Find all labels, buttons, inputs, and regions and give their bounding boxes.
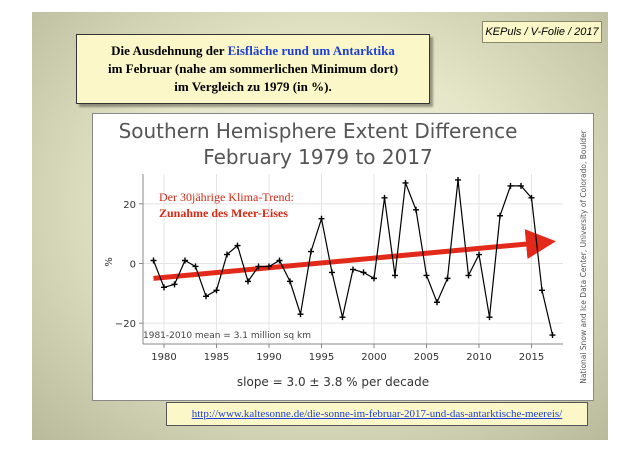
data-point (203, 293, 209, 300)
data-point (329, 269, 335, 276)
extent-chart: Southern Hemisphere Extent Difference Fe… (104, 119, 588, 389)
data-point (287, 278, 293, 285)
x-tick-label: 2010 (466, 352, 491, 363)
data-point (528, 194, 535, 201)
trend-arrow (153, 229, 556, 281)
data-point (245, 278, 251, 285)
data-point (486, 314, 493, 321)
chart-title: Southern Hemisphere Extent Difference (119, 119, 518, 143)
data-point (182, 257, 188, 264)
chart-subtitle: February 1979 to 2017 (203, 145, 433, 169)
trend-arrow-group (153, 229, 556, 281)
slide-background: KEPuls / V-Folie / 2017 Die Ausdehnung d… (32, 12, 608, 440)
data-point (392, 272, 398, 279)
data-point (224, 251, 230, 258)
data-point (497, 212, 503, 219)
data-point (276, 257, 283, 264)
data-point (234, 242, 241, 249)
data-point (297, 311, 304, 318)
data-point (381, 194, 388, 201)
series-group (150, 176, 556, 339)
x-tick-label: 2000 (361, 352, 386, 363)
slide-tag: KEPuls / V-Folie / 2017 (482, 21, 602, 43)
data-point (413, 206, 419, 213)
data-point (444, 275, 451, 282)
chart-panel: Southern Hemisphere Extent Difference Fe… (92, 113, 594, 401)
axes: 20 0 −20 1980 1985 1990 1995 2000 2005 2010 2015 (115, 174, 563, 363)
headline-line-1: Die Ausdehnung der Eisfläche rund um Ant… (77, 42, 429, 60)
trend-annotation-line-2: Zunahme des Meer-Eises (159, 206, 288, 220)
headline-line-3: im Vergleich zu 1979 (in %). (174, 79, 332, 94)
data-point (402, 179, 409, 186)
y-tick-label: −20 (115, 319, 136, 330)
x-tick-label: 2005 (414, 352, 439, 363)
headline-box: Die Ausdehnung der Eisfläche rund um Ant… (76, 34, 430, 104)
headline-line-1-text: Die Ausdehnung der (111, 43, 228, 58)
data-point (308, 248, 314, 255)
x-tick-label: 1985 (204, 352, 229, 363)
data-point (455, 176, 461, 183)
x-tick-label: 1990 (256, 352, 281, 363)
data-point (476, 251, 482, 258)
x-tick-label: 2015 (519, 352, 544, 363)
x-tick-label: 1995 (309, 352, 334, 363)
data-point (150, 257, 157, 264)
headline-highlight: Eisfläche rund um Antarktika (227, 43, 395, 58)
x-tick-label: 1980 (151, 352, 176, 363)
data-point (192, 263, 199, 270)
y-tick-label: 0 (130, 259, 136, 270)
data-point (161, 284, 167, 291)
data-point (171, 281, 178, 288)
side-credit: National Snow and Ice Data Center, Unive… (579, 129, 588, 383)
source-link[interactable]: http://www.kaltesonne.de/die-sonne-im-fe… (191, 408, 563, 420)
data-point (507, 182, 514, 189)
data-point (371, 275, 377, 282)
data-point (339, 314, 346, 321)
y-tick-label: 20 (123, 200, 136, 211)
data-point (539, 287, 545, 294)
y-axis-label: % (104, 257, 115, 267)
trend-annotation-line-1: Der 30jährige Klima-Trend: (159, 190, 294, 204)
data-point (266, 263, 272, 270)
data-point (518, 182, 524, 189)
data-point (549, 332, 556, 339)
data-point (360, 269, 367, 276)
data-point (213, 287, 220, 294)
data-point (434, 299, 440, 306)
source-link-box: http://www.kaltesonne.de/die-sonne-im-fe… (166, 402, 588, 426)
data-point (350, 266, 356, 273)
baseline-note: 1981-2010 mean = 3.1 million sq km (143, 331, 311, 341)
headline-line-2: im Februar (nahe am sommerlichen Minimum… (107, 61, 399, 76)
data-point (255, 263, 262, 270)
data-point (423, 272, 430, 279)
data-point (318, 215, 325, 222)
slope-note: slope = 3.0 ± 3.8 % per decade (237, 375, 429, 389)
data-point (465, 272, 472, 279)
